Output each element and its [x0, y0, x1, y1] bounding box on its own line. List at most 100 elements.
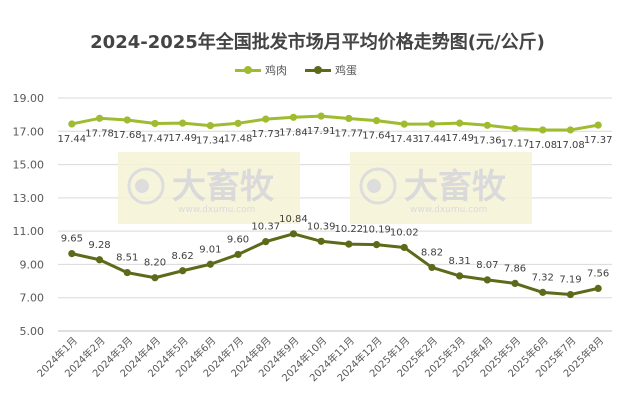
data-label: 7.32 [532, 272, 554, 283]
data-label: 17.77 [335, 128, 364, 139]
data-point [372, 241, 381, 249]
watermark-circle-icon [127, 167, 165, 205]
data-label: 10.02 [390, 227, 419, 238]
data-point [262, 115, 270, 123]
watermark-url: www.dxumu.com [178, 205, 255, 215]
data-point [594, 121, 602, 129]
legend-item-egg: 鸡蛋 [305, 62, 357, 78]
data-label: 10.39 [307, 221, 336, 232]
data-point [511, 279, 519, 288]
watermark-brand: 大畜牧 [404, 167, 507, 207]
data-label: 17.49 [168, 133, 197, 144]
y-tick-label: 19.00 [13, 92, 45, 105]
data-label: 7.86 [504, 263, 526, 274]
y-tick-label: 17.00 [13, 125, 45, 138]
data-label: 17.08 [528, 140, 557, 151]
data-label: 17.84 [279, 127, 308, 138]
data-point [511, 124, 519, 133]
data-label: 17.17 [501, 138, 530, 149]
series-line-0 [71, 114, 599, 132]
data-point [594, 284, 602, 292]
data-point [317, 237, 325, 245]
data-point [68, 120, 76, 128]
y-tick-label: 15.00 [13, 159, 45, 172]
y-tick-label: 13.00 [13, 192, 45, 205]
data-point [206, 260, 214, 268]
data-point [123, 268, 131, 277]
data-point [345, 114, 353, 123]
legend-label-chicken: 鸡肉 [265, 64, 287, 77]
data-label: 8.20 [144, 258, 166, 269]
data-label: 17.49 [445, 133, 474, 144]
legend-item-chicken: 鸡肉 [235, 62, 287, 78]
data-point [262, 238, 270, 246]
watermark-circle-icon [359, 167, 397, 205]
data-label: 9.65 [61, 234, 83, 245]
data-label: 17.48 [224, 133, 253, 144]
data-point [289, 230, 298, 238]
data-label: 10.37 [251, 222, 280, 233]
data-point [400, 243, 408, 252]
data-label: 17.34 [196, 136, 225, 147]
data-label: 8.82 [421, 247, 443, 258]
data-label: 17.47 [141, 133, 170, 144]
data-point [206, 122, 214, 130]
data-label: 8.07 [476, 260, 498, 271]
y-tick-label: 7.00 [20, 292, 45, 305]
data-label: 8.51 [116, 253, 138, 264]
data-label: 17.36 [473, 135, 502, 146]
legend: 鸡肉 鸡蛋 [235, 62, 375, 78]
data-point [566, 126, 575, 134]
data-label: 10.84 [279, 214, 308, 225]
data-point [234, 119, 242, 127]
data-label: 17.43 [390, 134, 419, 145]
watermark-url: www.dxumu.com [410, 205, 487, 215]
data-label: 8.31 [449, 256, 471, 267]
data-point [483, 121, 491, 129]
chart-title: 2024-2025年全国批发市场月平均价格走势图(元/公斤) [90, 32, 545, 53]
data-label: 7.56 [587, 268, 609, 279]
data-point [483, 276, 491, 284]
data-point [428, 120, 436, 128]
data-point [539, 126, 547, 134]
data-point [179, 267, 187, 275]
data-point [234, 250, 242, 259]
watermark-brand: 大畜牧 [172, 167, 275, 207]
legend-label-egg: 鸡蛋 [335, 64, 357, 77]
data-label: 17.91 [307, 126, 336, 137]
data-point [428, 263, 436, 272]
y-tick-label: 9.00 [20, 258, 45, 271]
data-point [123, 116, 131, 124]
data-label: 10.22 [335, 224, 364, 235]
data-point [317, 112, 325, 120]
data-label: 8.62 [172, 251, 194, 262]
data-point [95, 256, 104, 264]
data-label: 17.64 [362, 131, 391, 142]
series-line-1 [71, 232, 599, 297]
data-label: 17.68 [113, 130, 142, 141]
data-point [151, 119, 159, 128]
data-label: 17.08 [556, 140, 585, 151]
data-point [151, 274, 159, 282]
y-tick-label: 11.00 [13, 225, 45, 238]
legend-swatch-egg [305, 66, 331, 74]
data-label: 17.44 [418, 134, 447, 145]
y-tick-label: 5.00 [20, 325, 45, 338]
data-point [289, 113, 298, 121]
data-point [179, 119, 187, 127]
data-label: 17.78 [85, 128, 114, 139]
data-label: 9.01 [199, 244, 221, 255]
watermark-dot-icon [135, 179, 149, 193]
data-label: 17.37 [584, 135, 613, 146]
data-point [68, 250, 76, 258]
data-label: 17.44 [58, 134, 87, 145]
watermark-dot-icon [367, 179, 381, 193]
data-label: 9.28 [88, 240, 110, 251]
data-point [456, 272, 464, 280]
legend-swatch-chicken [235, 66, 261, 74]
data-point [566, 290, 575, 299]
data-label: 10.19 [362, 225, 391, 236]
